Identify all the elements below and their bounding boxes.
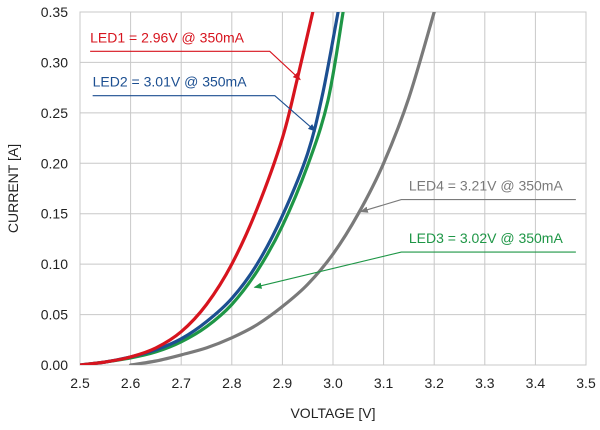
x-tick-label: 3.3 bbox=[475, 375, 495, 391]
x-tick-label: 2.8 bbox=[222, 375, 242, 391]
annotation-leader-led2 bbox=[92, 95, 317, 132]
y-axis-label: CURRENT [A] bbox=[5, 144, 21, 233]
y-tick-label: 0.10 bbox=[41, 256, 68, 272]
annotation-leader-led4 bbox=[359, 199, 576, 213]
x-tick-label: 2.9 bbox=[273, 375, 293, 391]
annotation-label-led2: LED2 = 3.01V @ 350mA bbox=[93, 74, 248, 90]
x-tick-label: 3.4 bbox=[526, 375, 546, 391]
x-tick-label: 2.7 bbox=[171, 375, 191, 391]
y-tick-label: 0.00 bbox=[41, 357, 68, 373]
annotation-label-led1: LED1 = 2.96V @ 350mA bbox=[90, 29, 245, 45]
annotation-leader-led1 bbox=[90, 50, 301, 81]
y-tick-label: 0.25 bbox=[41, 105, 68, 121]
annotation-label-led3: LED3 = 3.02V @ 350mA bbox=[409, 230, 564, 246]
y-tick-label: 0.30 bbox=[41, 54, 68, 70]
x-tick-label: 3.2 bbox=[424, 375, 444, 391]
y-tick-label: 0.15 bbox=[41, 206, 68, 222]
annotation-label-led4: LED4 = 3.21V @ 350mA bbox=[409, 178, 564, 194]
x-axis-label: VOLTAGE [V] bbox=[290, 405, 375, 421]
x-tick-label: 3.1 bbox=[374, 375, 394, 391]
y-tick-label: 0.20 bbox=[41, 155, 68, 171]
annotation-layer: LED1 = 2.96V @ 350mA LED2 = 3.01V @ 350mA… bbox=[90, 29, 576, 289]
series-layer bbox=[80, 12, 436, 365]
x-tick-label: 2.5 bbox=[70, 375, 90, 391]
x-tick-label: 3.0 bbox=[323, 375, 343, 391]
series-line-led4 bbox=[129, 12, 436, 365]
y-tick-label: 0.05 bbox=[41, 307, 68, 323]
series-line-led1 bbox=[80, 12, 315, 365]
annotation-leader-led3 bbox=[253, 251, 576, 289]
y-tick-label: 0.35 bbox=[41, 4, 68, 20]
x-tick-label: 3.5 bbox=[576, 375, 596, 391]
tick-labels: 2.5 2.6 2.7 2.8 2.9 3.0 3.1 3.2 3.3 3.4 3.5 0.00 0.0… bbox=[41, 4, 596, 391]
x-tick-label: 2.6 bbox=[121, 375, 141, 391]
